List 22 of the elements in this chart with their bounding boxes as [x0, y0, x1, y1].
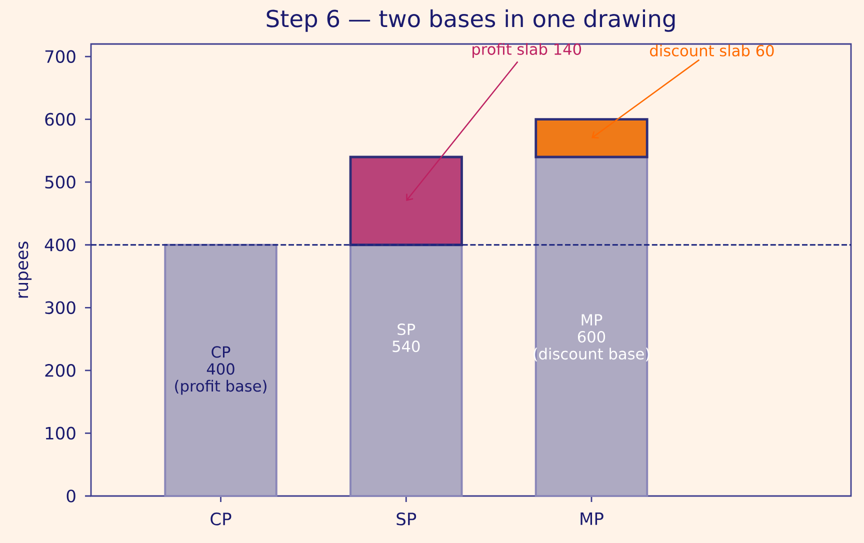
y-tick-label: 500 — [45, 176, 76, 189]
annotation: profit slab 140 — [472, 43, 582, 58]
y-tick-label: 100 — [46, 426, 76, 440]
y-tick-label: 300 — [45, 301, 76, 314]
annotation: discount slab 60 — [650, 44, 774, 56]
bar — [534, 118, 648, 158]
bar — [534, 156, 648, 497]
y-axis-title: rupees — [18, 242, 32, 298]
y-tick-label: 200 — [45, 364, 76, 377]
x-tick-label: SP — [396, 512, 416, 526]
y-tick-label: 600 — [45, 112, 76, 126]
x-tick-label: MP — [580, 512, 604, 525]
total-label: SP 540 — [392, 324, 420, 352]
x-tick-label: CP — [210, 512, 232, 526]
y-tick-label: 0 — [66, 490, 76, 502]
total-label: CP 400 (profit base) — [175, 346, 266, 395]
chart-title: Step 6 — two bases in one drawing — [266, 9, 675, 32]
y-tick-label: 400 — [44, 238, 76, 252]
y-tick-label: 700 — [45, 50, 76, 63]
bar — [350, 244, 463, 497]
bar — [349, 156, 463, 246]
bar — [164, 244, 278, 497]
